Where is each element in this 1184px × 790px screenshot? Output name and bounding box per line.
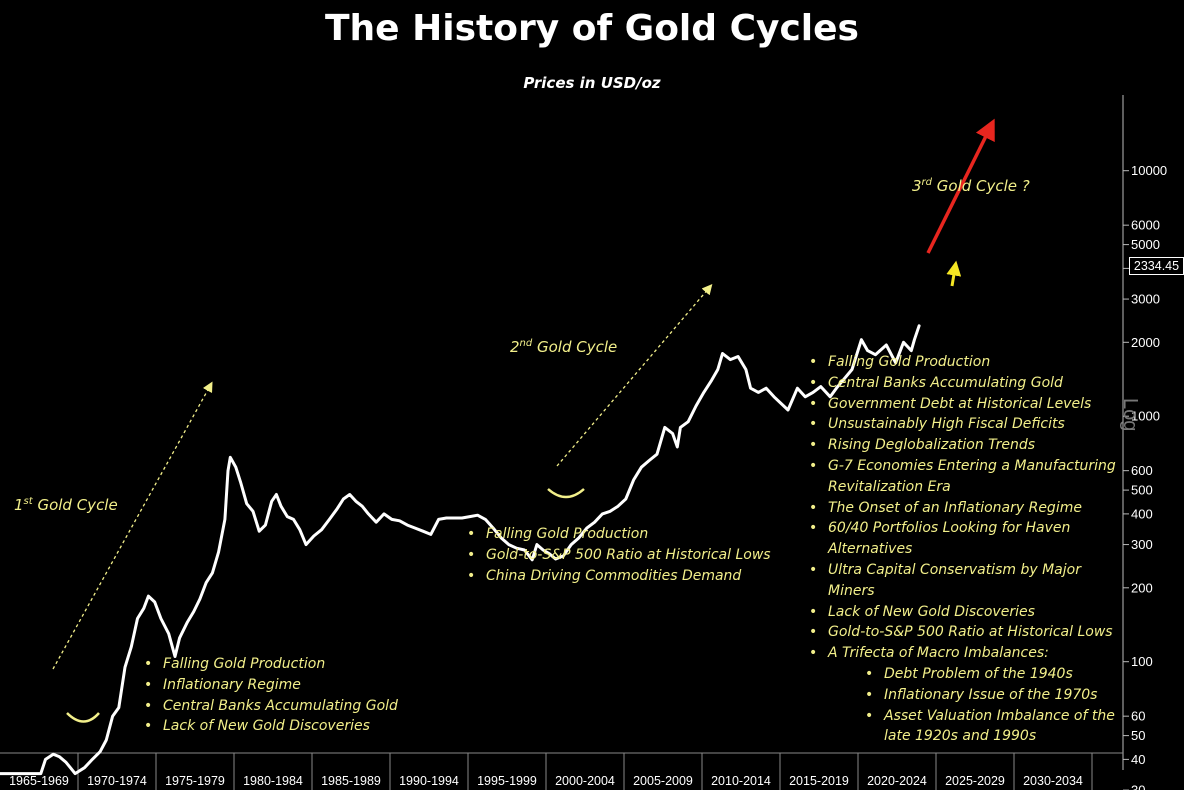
x-tick-label: 2005-2009 (633, 774, 693, 788)
chart-subtitle: Prices in USD/oz (523, 74, 661, 92)
y-tick-label: 100 (1131, 654, 1153, 669)
cycle2-bullets: Falling Gold ProductionGold-to-S&P 500 R… (464, 524, 804, 586)
bullet-item: Lack of New Gold Discoveries (806, 602, 1124, 623)
x-tick-label: 2015-2019 (789, 774, 849, 788)
bullet-item: Central Banks Accumulating Gold (806, 373, 1124, 394)
bullet-item: Gold-to-S&P 500 Ratio at Historical Lows (806, 622, 1124, 643)
x-tick-label: 1970-1974 (87, 774, 147, 788)
y-tick-label: 300 (1131, 537, 1153, 552)
bullet-item: Ultra Capital Conservatism by Major Mine… (806, 560, 1124, 602)
bullet-item: Falling Gold Production (464, 524, 804, 545)
bullet-item: Falling Gold Production (141, 654, 441, 675)
cycle-label: 2nd Gold Cycle (510, 338, 617, 356)
gold-price-line (0, 324, 921, 776)
bullet-item: G-7 Economies Entering a Manufacturing R… (806, 456, 1124, 498)
bullet-item: The Onset of an Inflationary Regime (806, 498, 1124, 519)
x-tick-label: 1975-1979 (165, 774, 225, 788)
cycle2-bottom-marker (547, 488, 585, 499)
bullet-item: Rising Deglobalization Trends (806, 435, 1124, 456)
y-tick-label: 50 (1131, 728, 1145, 743)
y-tick-label: 40 (1131, 752, 1145, 767)
y-tick-label: 200 (1131, 580, 1153, 595)
chart-title: The History of Gold Cycles (325, 8, 859, 49)
x-tick-label: 1990-1994 (399, 774, 459, 788)
x-tick-label: 1965-1969 (9, 774, 69, 788)
bullet-item: Central Banks Accumulating Gold (141, 696, 441, 717)
y-tick-label: 10000 (1131, 163, 1167, 178)
bullet-item: 60/40 Portfolios Looking for Haven Alter… (806, 518, 1124, 560)
y-tick-label: 3000 (1131, 292, 1160, 307)
bullet-subitem: Debt Problem of the 1940s (806, 664, 1124, 685)
cycle-label: 1st Gold Cycle (14, 496, 118, 514)
bullet-item: A Trifecta of Macro Imbalances: (806, 643, 1124, 664)
y-tick-label: 2000 (1131, 335, 1160, 350)
bullet-item: Lack of New Gold Discoveries (141, 716, 441, 737)
bullet-item: China Driving Commodities Demand (464, 566, 804, 587)
y-tick-label: 5000 (1131, 237, 1160, 252)
x-tick-label: 2010-2014 (711, 774, 771, 788)
x-tick-label: 2000-2004 (555, 774, 615, 788)
x-tick-label: 1995-1999 (477, 774, 537, 788)
cycle3-bullets: Falling Gold ProductionCentral Banks Acc… (806, 352, 1124, 747)
bullet-subitem: Asset Valuation Imbalance of the late 19… (806, 706, 1124, 748)
x-tick-label: 2025-2029 (945, 774, 1005, 788)
bullet-item: Falling Gold Production (806, 352, 1124, 373)
cycle3-projection-arrow (926, 118, 995, 254)
y-tick-label: 30 (1131, 783, 1145, 790)
bullet-item: Unsustainably High Fiscal Deficits (806, 414, 1124, 435)
y-tick-label: 600 (1131, 463, 1153, 478)
x-tick-label: 1980-1984 (243, 774, 303, 788)
x-tick-label: 1985-1989 (321, 774, 381, 788)
cycle2-trend-arrow (556, 284, 713, 467)
upward-arrow (946, 260, 962, 287)
bullet-item: Government Debt at Historical Levels (806, 394, 1124, 415)
y-tick-label: 500 (1131, 483, 1153, 498)
y-tick-label: 1000 (1131, 409, 1160, 424)
bullet-item: Gold-to-S&P 500 Ratio at Historical Lows (464, 545, 804, 566)
last-price-label: 2334.45 (1129, 257, 1184, 275)
bullet-item: Inflationary Regime (141, 675, 441, 696)
x-tick-label: 2030-2034 (1023, 774, 1083, 788)
bullet-subitem: Inflationary Issue of the 1970s (806, 685, 1124, 706)
y-tick-label: 6000 (1131, 218, 1160, 233)
cycle1-bottom-marker (66, 712, 100, 723)
cycle-label: 3rd Gold Cycle ? (912, 177, 1030, 195)
cycle1-bullets: Falling Gold ProductionInflationary Regi… (141, 654, 441, 737)
y-tick-label: 60 (1131, 709, 1145, 724)
y-tick-label: 400 (1131, 506, 1153, 521)
x-tick-label: 2020-2024 (867, 774, 927, 788)
